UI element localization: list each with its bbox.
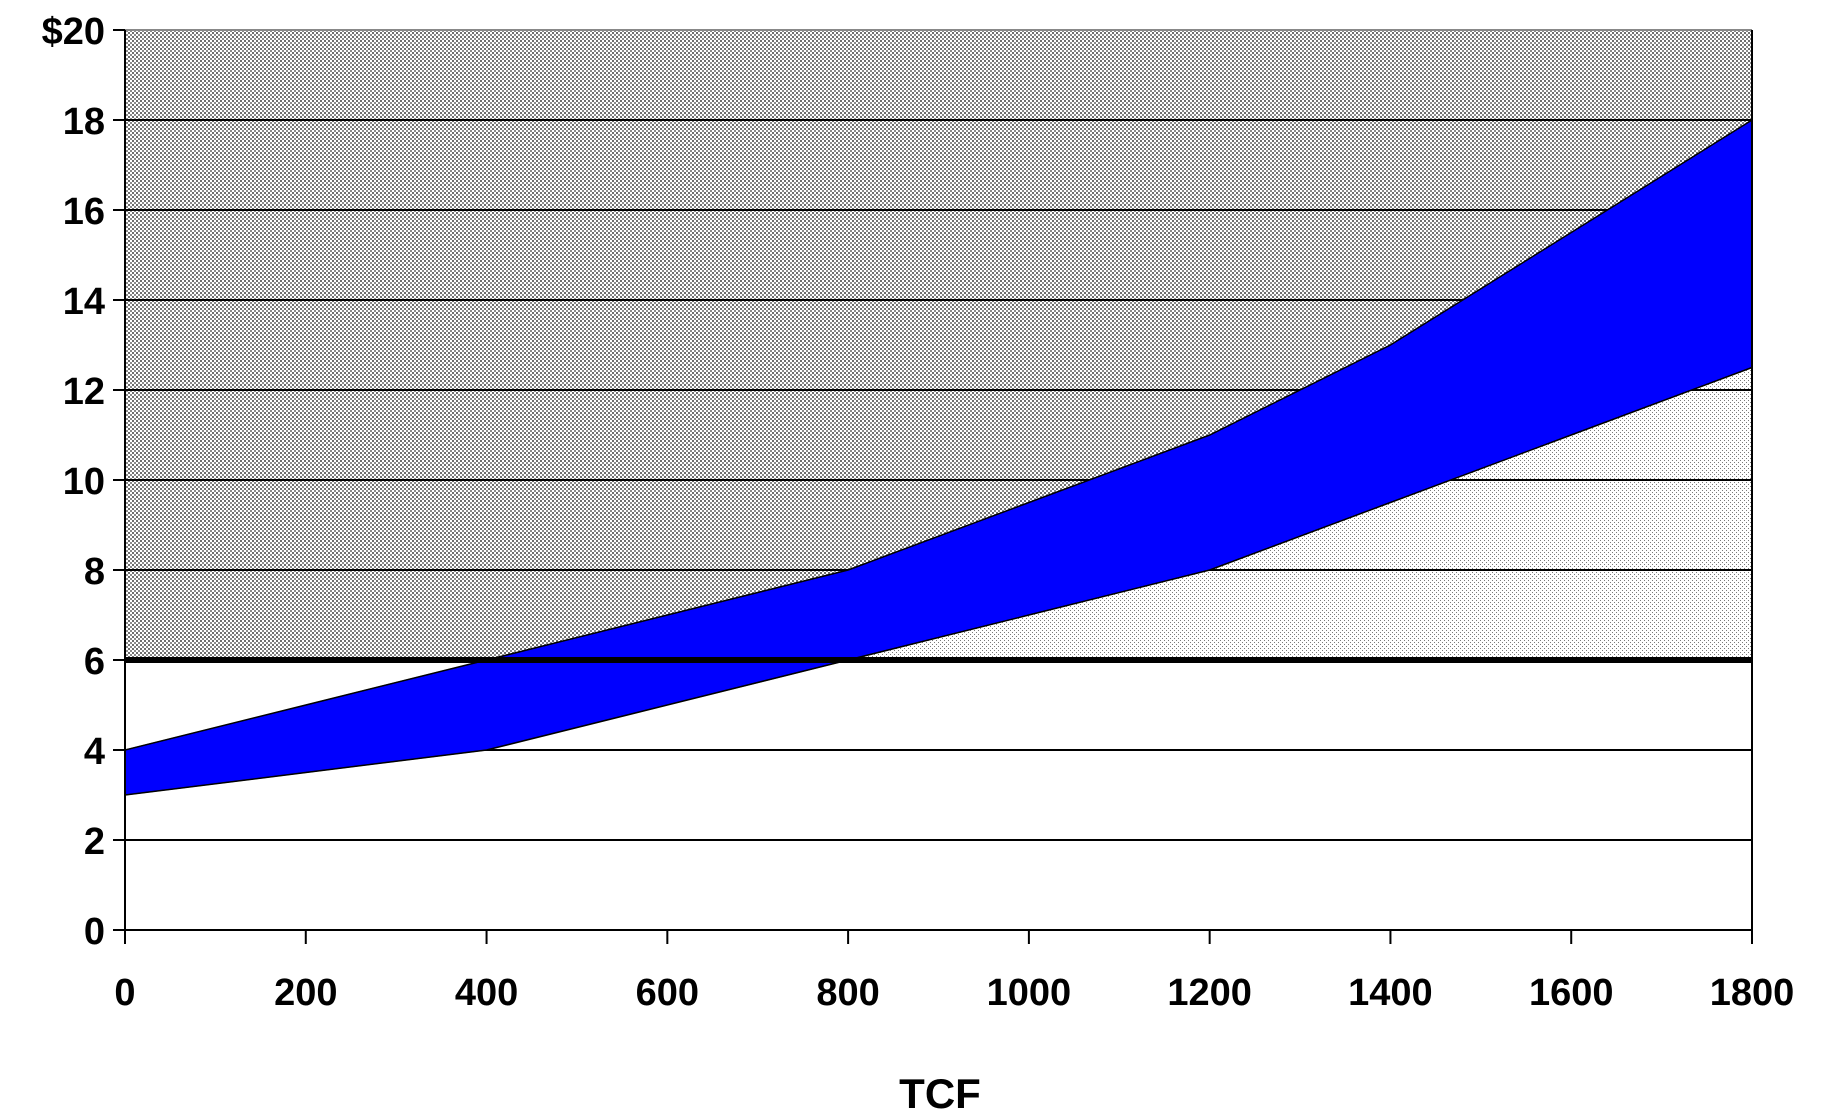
y-tick-label: 18: [63, 101, 105, 143]
x-tick-label: 0: [114, 972, 135, 1014]
y-tick-label: 14: [63, 281, 105, 323]
x-tick-label: 800: [816, 972, 879, 1014]
light-region-below-band: [125, 367, 1752, 660]
y-tick-label: $20: [42, 11, 105, 53]
upper-bound-line: [124, 119, 1753, 751]
x-tick-label: 200: [274, 972, 337, 1014]
y-tick-label: 8: [84, 551, 105, 593]
y-tick-label: 0: [84, 911, 105, 953]
x-axis-title: TCF: [899, 1070, 981, 1116]
x-tick-label: 1000: [987, 972, 1072, 1014]
y-tick-label: 12: [63, 371, 105, 413]
x-tick-label: 1400: [1348, 972, 1433, 1014]
x-tick-label: 1200: [1167, 972, 1252, 1014]
y-tick-label: 10: [63, 461, 105, 503]
y-tick-label: 6: [84, 641, 105, 683]
y-tick-label: 4: [84, 731, 105, 773]
y-tick-label: 16: [63, 191, 105, 233]
x-tick-label: 400: [455, 972, 518, 1014]
y-tick-label: 2: [84, 821, 105, 863]
lower-bound-line: [124, 366, 1753, 796]
x-tick-label: 600: [636, 972, 699, 1014]
x-tick-label: 1800: [1710, 972, 1795, 1014]
x-tick-label: 1600: [1529, 972, 1614, 1014]
